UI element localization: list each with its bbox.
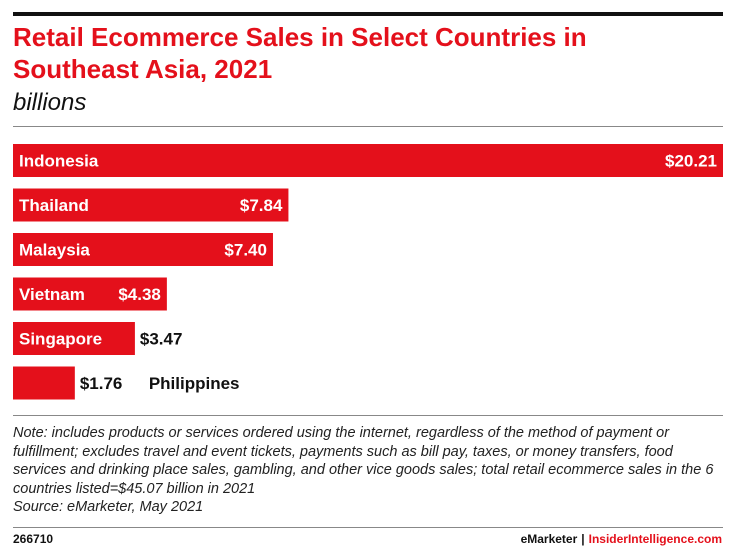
bar-malaysia	[13, 233, 273, 266]
source-text: Source: eMarketer, May 2021	[13, 499, 204, 515]
category-label-malaysia: Malaysia	[19, 241, 90, 260]
note-divider	[13, 415, 723, 416]
category-label-thailand: Thailand	[19, 196, 89, 215]
top-rule	[13, 12, 723, 16]
category-label-indonesia: Indonesia	[19, 152, 99, 171]
chart-id: 266710	[13, 532, 54, 546]
brand-insider-intelligence[interactable]: InsiderIntelligence.com	[588, 532, 722, 546]
chart-subtitle: billions	[13, 89, 87, 116]
brand-emarketer: eMarketer	[520, 532, 578, 546]
category-label-singapore: Singapore	[19, 330, 102, 349]
value-label-malaysia: $7.40	[224, 241, 267, 260]
value-label-thailand: $7.84	[240, 196, 283, 215]
note-text: Note: includes products or services orde…	[13, 425, 714, 497]
bar-indonesia	[13, 144, 723, 177]
category-label-philippines: Philippines	[149, 374, 240, 393]
bar-chart: Indonesia $20.21 Thailand $7.84 Malaysia $7.4…	[13, 144, 723, 400]
chart-note: Note: includes products or services orde…	[13, 424, 723, 517]
value-label-indonesia: $20.21	[665, 152, 717, 171]
value-label-philippines: $1.76	[80, 374, 123, 393]
chart-title: Retail Ecommerce Sales in Select Countri…	[13, 22, 587, 84]
value-label-vietnam: $4.38	[118, 285, 161, 304]
bar-vietnam	[13, 277, 167, 311]
footer-divider	[13, 527, 723, 528]
bar-singapore	[13, 322, 135, 355]
category-label-vietnam: Vietnam	[19, 285, 85, 304]
value-label-singapore: $3.47	[140, 330, 183, 349]
header-divider	[13, 126, 723, 127]
brand-separator: |	[581, 532, 585, 546]
brand-line: eMarketer | InsiderIntelligence.com	[521, 532, 722, 546]
bar-philippines	[13, 366, 75, 400]
bar-thailand	[13, 188, 289, 222]
